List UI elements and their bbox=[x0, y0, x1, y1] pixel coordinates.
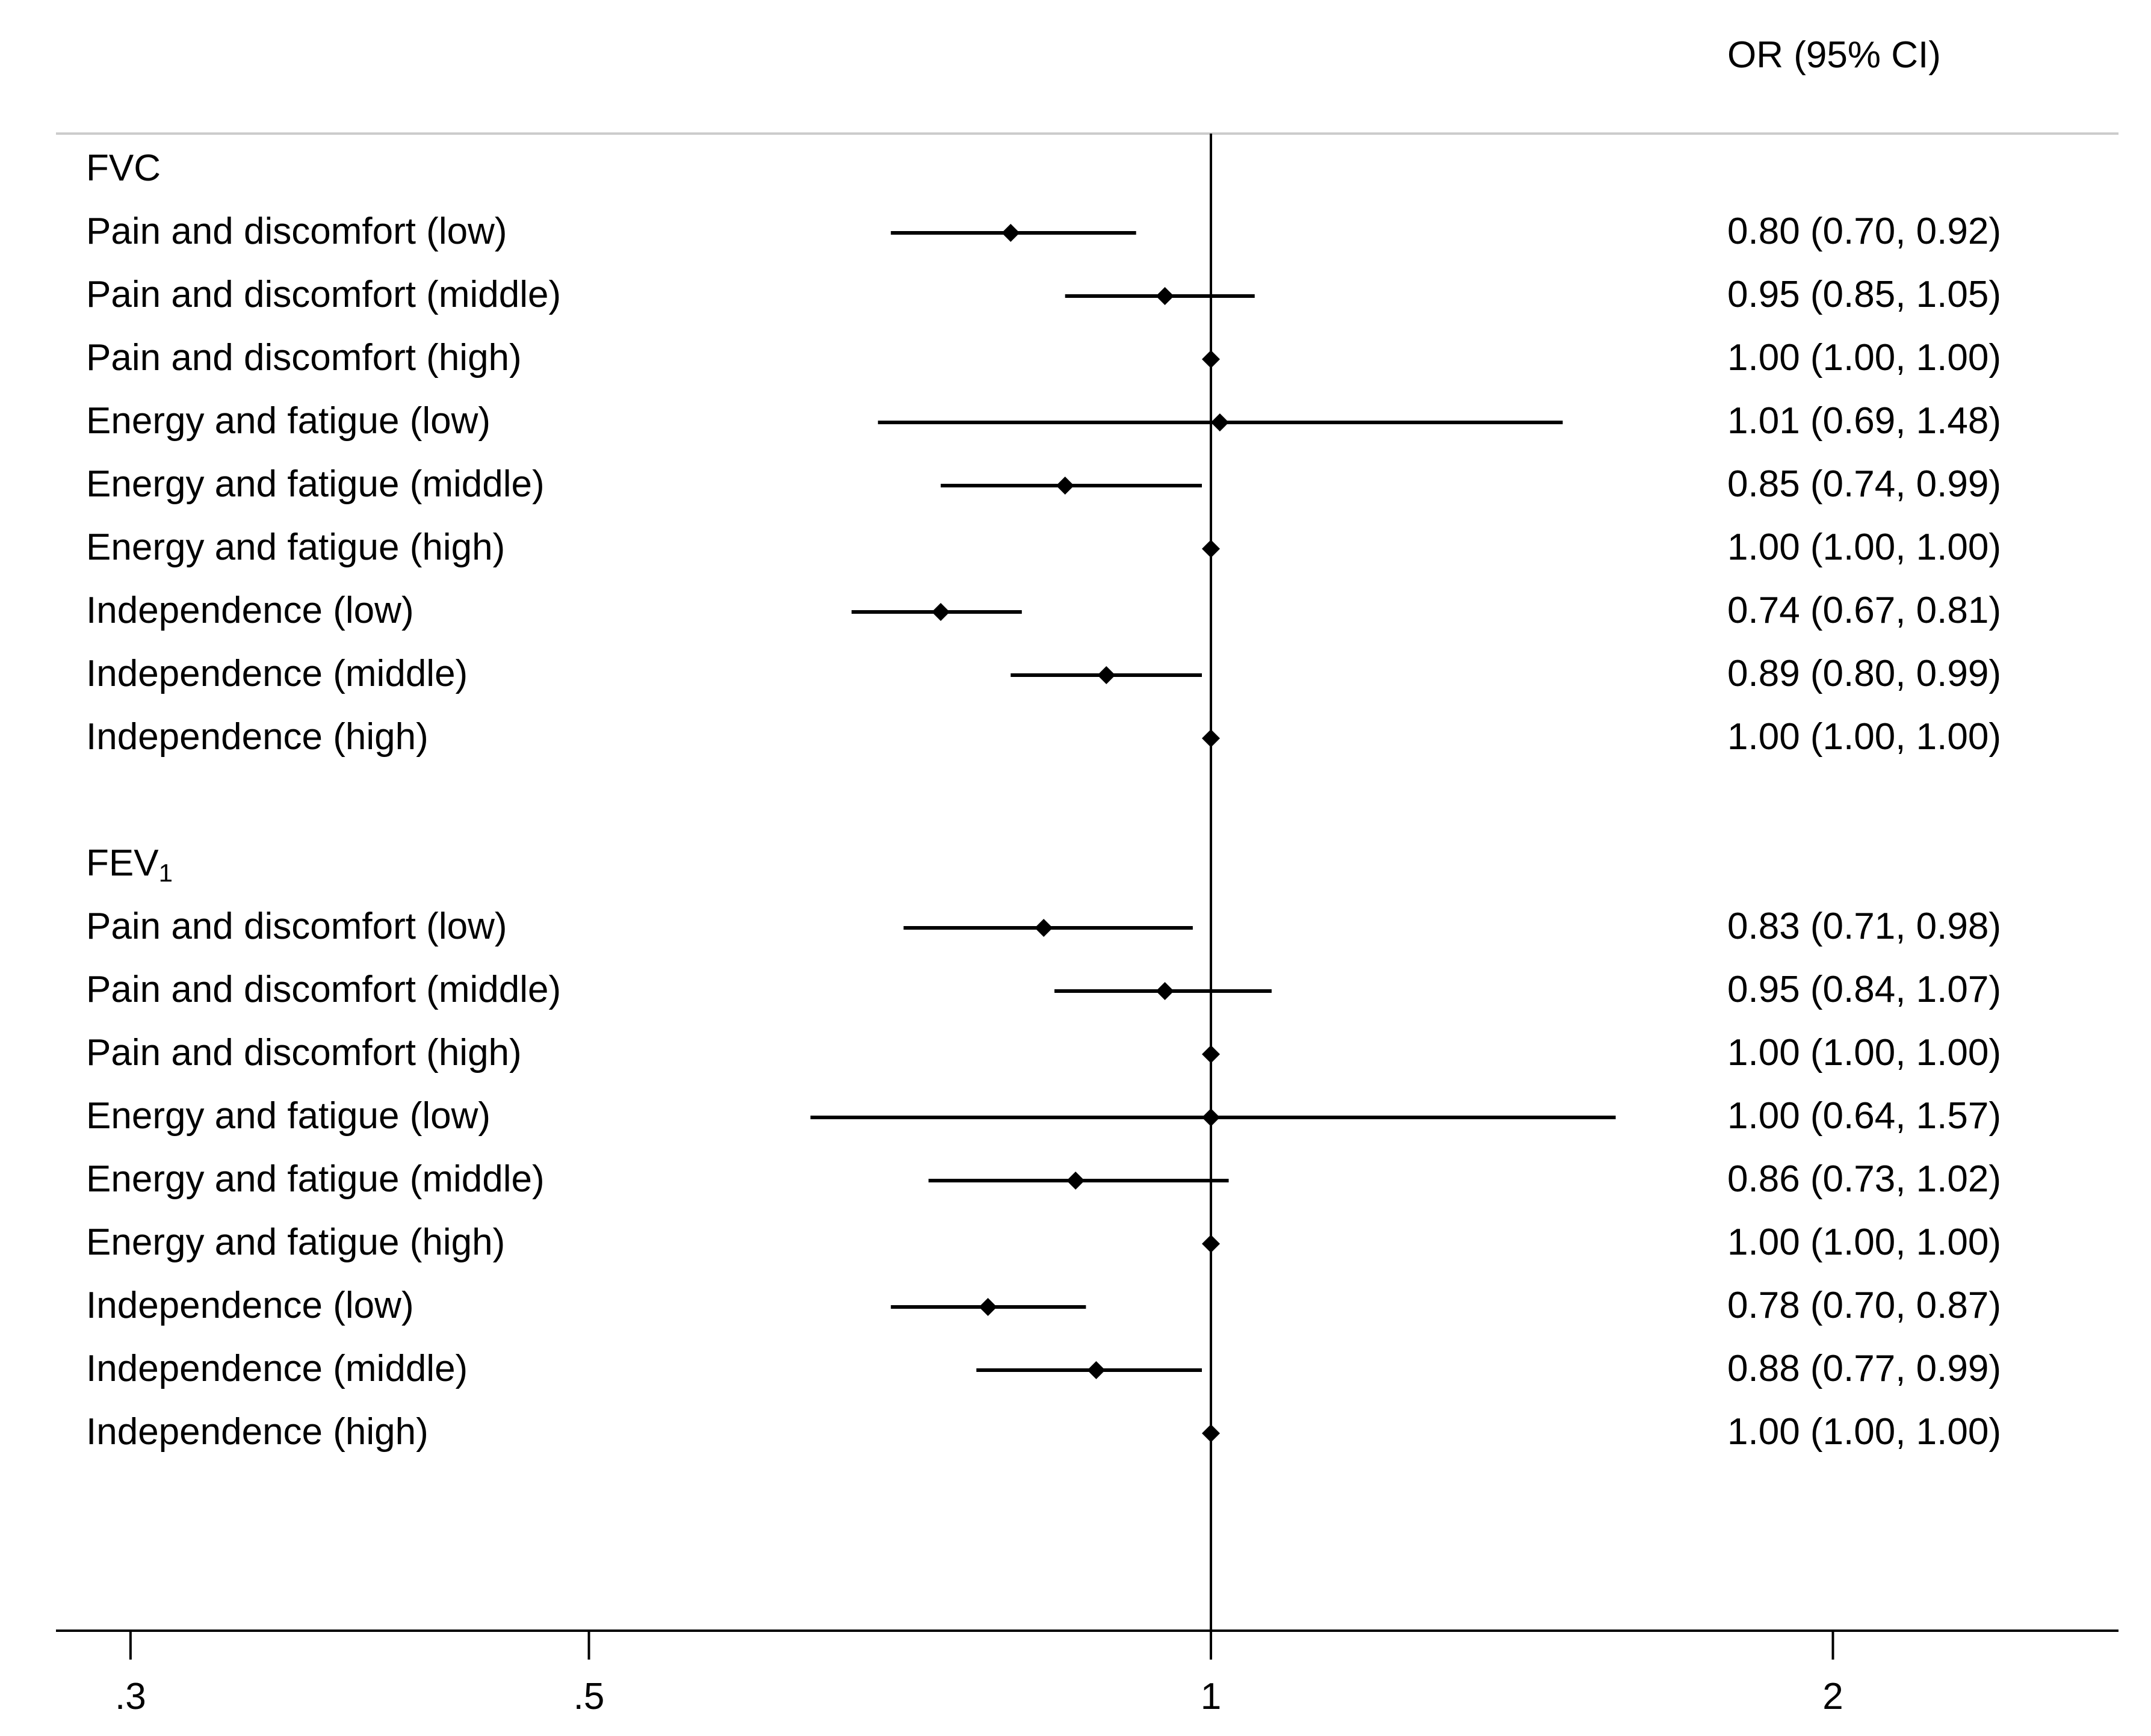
row-label: Energy and fatigue (high) bbox=[86, 527, 505, 568]
or-point-marker bbox=[1097, 666, 1116, 684]
or-point-marker bbox=[1035, 919, 1053, 937]
row-label: Independence (middle) bbox=[86, 1348, 468, 1389]
or-point-marker bbox=[1156, 982, 1174, 1000]
row-or-ci: 0.95 (0.85, 1.05) bbox=[1727, 274, 2001, 315]
row-label: Pain and discomfort (middle) bbox=[86, 274, 561, 315]
row-or-ci: 1.00 (1.00, 1.00) bbox=[1727, 527, 2001, 568]
or-point-marker bbox=[1156, 287, 1174, 305]
column-header-or-ci: OR (95% CI) bbox=[1727, 34, 1941, 76]
or-point-marker bbox=[1087, 1361, 1106, 1379]
row-label: Energy and fatigue (middle) bbox=[86, 1158, 545, 1200]
or-point-marker bbox=[1202, 1108, 1220, 1126]
or-point-marker bbox=[932, 603, 950, 621]
row-label: Energy and fatigue (low) bbox=[86, 1095, 491, 1137]
or-point-marker bbox=[1210, 413, 1229, 431]
group-heading-text: FEV bbox=[86, 842, 159, 884]
row-or-ci: 1.00 (1.00, 1.00) bbox=[1727, 1032, 2001, 1073]
row-label: Independence (low) bbox=[86, 1285, 414, 1326]
row-label: Pain and discomfort (high) bbox=[86, 337, 522, 378]
x-tick-label: .3 bbox=[115, 1676, 146, 1717]
x-axis: .3.5123 bbox=[115, 1631, 1843, 1717]
row-or-ci: 1.00 (0.64, 1.57) bbox=[1727, 1095, 2001, 1137]
row-or-ci: 0.74 (0.67, 0.81) bbox=[1727, 590, 2001, 631]
row-or-ci: 1.00 (1.00, 1.00) bbox=[1727, 337, 2001, 378]
group-heading-fev1: FEV1 bbox=[86, 842, 173, 887]
row-or-ci: 1.00 (1.00, 1.00) bbox=[1727, 1222, 2001, 1263]
or-point-marker bbox=[1202, 350, 1220, 368]
row-or-ci: 0.85 (0.74, 0.99) bbox=[1727, 463, 2001, 505]
row-or-ci: 1.00 (1.00, 1.00) bbox=[1727, 716, 2001, 758]
row-or-ci: 0.86 (0.73, 1.02) bbox=[1727, 1158, 2001, 1200]
x-tick-label: 1 bbox=[1201, 1676, 1221, 1717]
row-label: Independence (low) bbox=[86, 590, 414, 631]
row-or-ci: 0.89 (0.80, 0.99) bbox=[1727, 653, 2001, 694]
row-label: Pain and discomfort (low) bbox=[86, 211, 507, 252]
or-point-marker bbox=[1202, 729, 1220, 747]
or-point-marker bbox=[1202, 1424, 1220, 1442]
or-point-marker bbox=[1066, 1172, 1085, 1190]
row-label: Pain and discomfort (high) bbox=[86, 1032, 522, 1073]
row-label: Pain and discomfort (low) bbox=[86, 906, 507, 947]
row-label: Independence (high) bbox=[86, 1411, 429, 1453]
row-label: Energy and fatigue (low) bbox=[86, 400, 491, 442]
row-or-ci: 0.80 (0.70, 0.92) bbox=[1727, 211, 2001, 252]
row-or-ci: 1.01 (0.69, 1.48) bbox=[1727, 400, 2001, 442]
row-label: Energy and fatigue (high) bbox=[86, 1222, 505, 1263]
or-point-marker bbox=[1202, 1045, 1220, 1063]
row-or-ci: 1.00 (1.00, 1.00) bbox=[1727, 1411, 2001, 1453]
x-tick-label: .5 bbox=[574, 1676, 605, 1717]
forest-rows: FVC Pain and discomfort (low) 0.80 (0.70, … bbox=[86, 134, 2001, 1631]
row-or-ci: 0.83 (0.71, 0.98) bbox=[1727, 906, 2001, 947]
row-label: Independence (middle) bbox=[86, 653, 468, 694]
or-point-marker bbox=[1202, 1235, 1220, 1253]
row-or-ci: 0.78 (0.70, 0.87) bbox=[1727, 1285, 2001, 1326]
group-heading-subscript: 1 bbox=[159, 859, 173, 887]
group-heading-text: FVC bbox=[86, 147, 161, 189]
row-label: Independence (high) bbox=[86, 716, 429, 758]
or-point-marker bbox=[1202, 540, 1220, 558]
or-point-marker bbox=[1001, 224, 1020, 242]
row-label: Pain and discomfort (middle) bbox=[86, 969, 561, 1010]
row-or-ci: 0.88 (0.77, 0.99) bbox=[1727, 1348, 2001, 1389]
x-tick-label: 2 bbox=[1822, 1676, 1843, 1717]
or-point-marker bbox=[979, 1298, 997, 1316]
row-or-ci: 0.95 (0.84, 1.07) bbox=[1727, 969, 2001, 1010]
or-point-marker bbox=[1056, 477, 1074, 495]
group-heading-fvc: FVC bbox=[86, 147, 161, 189]
row-label: Energy and fatigue (middle) bbox=[86, 463, 545, 505]
